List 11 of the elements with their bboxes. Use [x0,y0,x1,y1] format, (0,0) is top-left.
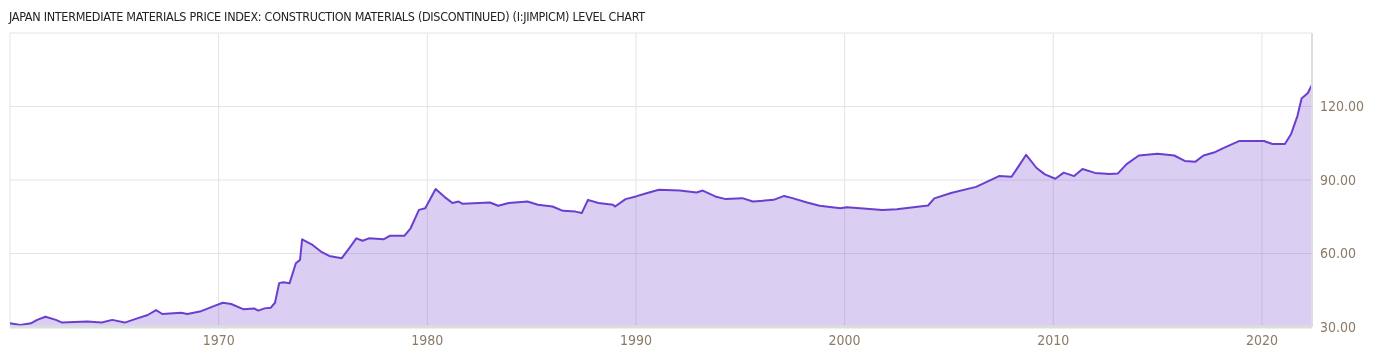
x-tick-label: 2020 [1245,331,1278,348]
x-tick-label: 1970 [202,331,235,348]
x-tick-label: 1980 [411,331,444,348]
chart-title: JAPAN INTERMEDIATE MATERIALS PRICE INDEX: CONSTRUCTION MATERIALS (DISCONTINUED) (I:JIMPICM) LEVEL CHART [8,8,647,26]
x-tick-label: 2010 [1037,331,1070,348]
y-tick-label: 90.00 [1320,171,1357,188]
x-tick-label: 1990 [619,331,652,348]
x-tick-label: 2000 [828,331,861,348]
y-tick-label: 60.00 [1320,245,1357,262]
y-tick-label: 120.00 [1320,98,1365,115]
y-tick-label: 30.00 [1320,318,1357,335]
